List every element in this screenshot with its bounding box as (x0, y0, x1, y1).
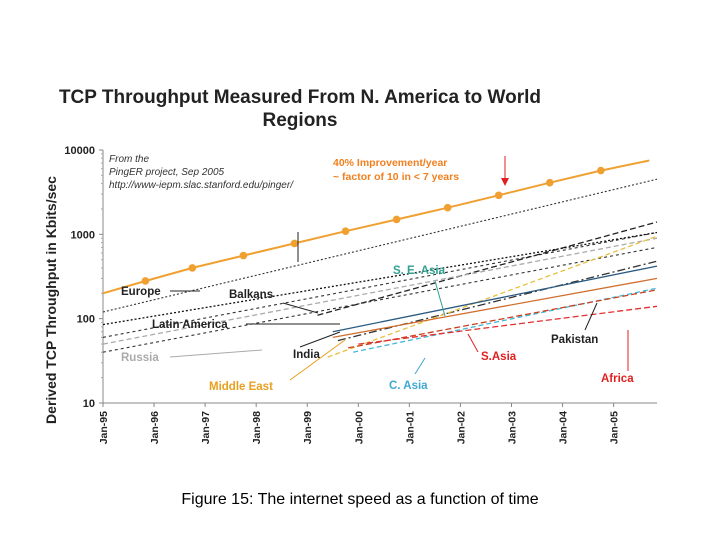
europe-point (597, 166, 605, 175)
series-label-india: India (293, 349, 320, 361)
x-tick-label: Jan-98 (251, 411, 263, 444)
label-arrow-middle-east (289, 339, 346, 381)
trend-line (102, 178, 658, 313)
europe-point (290, 239, 299, 248)
trend-line (102, 246, 658, 353)
series-line-europe (102, 159, 650, 295)
trend-line (102, 231, 658, 338)
series-label-russia: Russia (121, 352, 159, 364)
label-arrow-balkans (282, 302, 319, 314)
x-tick-label: Jan-00 (353, 411, 365, 444)
x-tick-label: Jan-01 (404, 411, 416, 444)
series-line-india (337, 260, 658, 342)
label-arrow-russia (169, 349, 263, 358)
improvement-annotation: ~ factor of 10 in < 7 years (333, 171, 459, 183)
series-line-africa (358, 305, 658, 345)
source-note-line: From the (109, 154, 149, 165)
x-tick-label: Jan-02 (455, 411, 467, 444)
x-tick-label: Jan-03 (506, 411, 518, 444)
figure-caption: Figure 15: The internet speed as a funct… (181, 491, 539, 508)
series-label-balkans: Balkans (229, 289, 273, 301)
europe-point (188, 264, 197, 272)
europe-point (545, 178, 554, 187)
series-line-pakistan (347, 289, 658, 349)
y-axis-title: Derived TCP Throughput in Kbits/sec (43, 176, 59, 424)
x-tick-label: Jan-95 (98, 411, 110, 444)
series-label-c-asia: C. Asia (389, 380, 428, 392)
improvement-annotation: 40% Improvement/year (333, 157, 447, 169)
series-label-latin-america: Latin America (152, 319, 228, 331)
source-note-line: http://www-iepm.slac.stanford.edu/pinger… (109, 180, 294, 191)
series-line-russia (102, 237, 658, 345)
europe-point (239, 251, 248, 260)
europe-point (341, 227, 350, 235)
label-arrow-s-e-asia (434, 280, 446, 317)
series-label-pakistan: Pakistan (551, 334, 598, 346)
arrowhead (501, 178, 509, 186)
series-line-s-e-asia (332, 265, 658, 333)
y-tick-label: 10000 (64, 145, 95, 157)
label-arrow-india (299, 331, 341, 348)
chart-title: TCP Throughput Measured From N. America … (58, 87, 542, 131)
source-note-line: PingER project, Sep 2005 (109, 167, 225, 178)
x-tick-label: Jan-05 (609, 411, 621, 444)
europe-point (443, 203, 452, 212)
label-arrow-s-asia (467, 333, 479, 353)
series-label-middle-east: Middle East (209, 381, 273, 393)
series-layer (102, 156, 658, 358)
europe-point (392, 215, 401, 224)
series-label-s-asia: S.Asia (481, 351, 517, 363)
series-line-s-asia (332, 277, 658, 339)
y-tick-label: 10 (83, 398, 95, 410)
series-label-europe: Europe (121, 286, 161, 298)
series-label-africa: Africa (601, 373, 634, 385)
label-arrow-pakistan (584, 302, 598, 331)
series-line-c-asia (353, 287, 658, 353)
x-tick-label: Jan-96 (149, 411, 161, 444)
x-tick-label: Jan-99 (302, 411, 314, 444)
series-label-s-e-asia: S. E. Asia (393, 265, 446, 277)
x-tick-label: Jan-04 (558, 411, 570, 444)
y-tick-label: 100 (77, 314, 95, 326)
label-arrow-c-asia (414, 357, 426, 375)
x-tick-label: Jan-97 (200, 411, 212, 444)
axes: 10 100 1000 10000 Jan-95 Jan-96 Jan-97 Jan-98 Ja… (43, 145, 657, 444)
labels-layer: From the PingER project, Sep 2005 http://w… (109, 154, 634, 393)
europe-point (494, 191, 503, 200)
europe-point (141, 277, 150, 285)
series-line-middle-east (327, 235, 658, 358)
y-tick-label: 1000 (71, 229, 95, 241)
series-line-balkans (317, 221, 658, 316)
series-line-latin-america (102, 231, 658, 326)
